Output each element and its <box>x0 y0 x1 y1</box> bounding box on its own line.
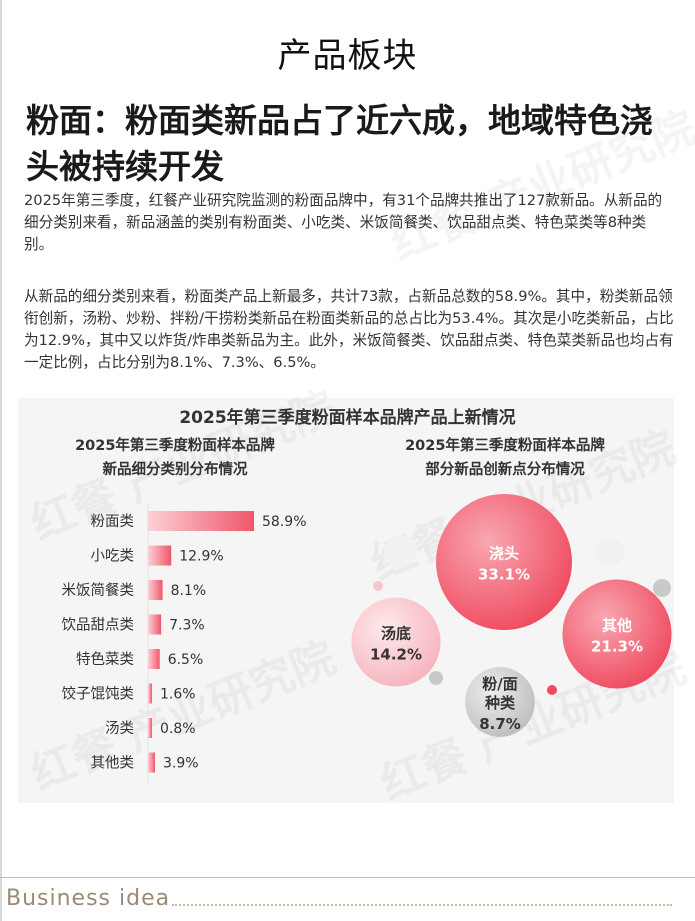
bubble <box>351 597 441 687</box>
bar <box>148 718 152 738</box>
bar-category-label: 饮品甜点类 <box>62 617 135 634</box>
bar-value-label: 1.6% <box>160 687 196 703</box>
bar <box>148 580 163 600</box>
bar-category-label: 汤类 <box>105 720 134 737</box>
bar-chart-title: 2025年第三季度粉面样本品牌 新品细分类别分布情况 <box>40 434 310 482</box>
decorative-dot <box>373 581 383 591</box>
paragraph-detail: 从新品的细分类别来看，粉面类产品上新最多，共计73款，占新品总数的58.9%。其… <box>24 288 674 371</box>
bar-category-label: 饺子馄饨类 <box>62 685 135 703</box>
bubble-category-label: 浇头 <box>489 545 519 563</box>
section-title: 产品板块 <box>277 36 418 76</box>
bar-value-label: 0.8% <box>160 721 196 737</box>
bar <box>148 614 162 635</box>
page-left-rule <box>0 0 2 921</box>
bar-value-label: 7.3% <box>169 618 205 634</box>
footer-label: Business idea <box>6 886 171 911</box>
bar-category-label: 粉面类 <box>91 513 135 530</box>
decorative-dot <box>429 671 443 685</box>
innovation-bubble-chart: 浇头 33.1% 其他 21.3% 汤底 14.2% 粉/面种类 8.7% <box>351 494 672 737</box>
decorative-dot <box>384 536 416 568</box>
decorative-dot <box>596 538 624 566</box>
footer-divider <box>0 877 695 878</box>
bar <box>148 545 172 566</box>
paragraph-summary: 2025年第三季度，红餐产业研究院监测的粉面品牌中，有31个品牌共推出了127款… <box>24 192 663 253</box>
bubble-value-label: 21.3% <box>591 638 643 656</box>
bubble-category-label: 其他 <box>602 617 632 635</box>
bubble-chart-title: 2025年第三季度粉面样本品牌 部分新品创新点分布情况 <box>355 434 655 482</box>
bar-category-label: 其他类 <box>91 755 135 772</box>
bar-value-label: 12.9% <box>179 549 223 565</box>
bar <box>148 649 160 669</box>
bubble-category-label: 种类 <box>484 694 516 712</box>
bubble-value-label: 8.7% <box>479 715 521 733</box>
bubble-category-label: 粉/面 <box>482 675 517 693</box>
bubble-chart-title-line: 2025年第三季度粉面样本品牌 <box>405 438 605 454</box>
panel-title: 2025年第三季度粉面样本品牌产品上新情况 <box>179 408 516 428</box>
bar <box>148 752 156 773</box>
bar-chart-title-line: 2025年第三季度粉面样本品牌 <box>75 438 275 454</box>
bubble-value-label: 14.2% <box>370 646 422 664</box>
bubble-category-label: 汤底 <box>381 625 411 643</box>
bar-category-label: 特色菜类 <box>76 651 134 668</box>
bubble <box>562 579 672 689</box>
bar-category-label: 小吃类 <box>91 548 135 565</box>
chart-panel <box>18 398 674 803</box>
footer-dotted-line <box>172 904 672 906</box>
bar-value-label: 6.5% <box>168 652 204 668</box>
bar <box>148 511 255 531</box>
bubble-value-label: 33.1% <box>478 566 530 584</box>
decorative-dot <box>653 579 671 597</box>
category-bar-chart: 粉面类 58.9% 小吃类 12.9% 米饭简餐类 8.1% 饮品甜点类 7.3% 特色菜类 6.… <box>62 504 307 785</box>
bubble <box>436 494 572 630</box>
bar-value-label: 58.9% <box>262 514 306 530</box>
decorative-dot <box>547 685 557 695</box>
bar-category-label: 米饭简餐类 <box>62 582 135 599</box>
bar <box>148 683 152 704</box>
bar-value-label: 3.9% <box>163 756 199 772</box>
page-headline: 粉面：粉面类新品占了近六成，地域特色浇头被持续开发 <box>26 101 653 186</box>
bubble <box>465 667 535 737</box>
bubble-chart-title-line: 部分新品创新点分布情况 <box>425 462 585 478</box>
bar-chart-title-line: 新品细分类别分布情况 <box>102 462 248 478</box>
bar-value-label: 8.1% <box>171 583 207 599</box>
